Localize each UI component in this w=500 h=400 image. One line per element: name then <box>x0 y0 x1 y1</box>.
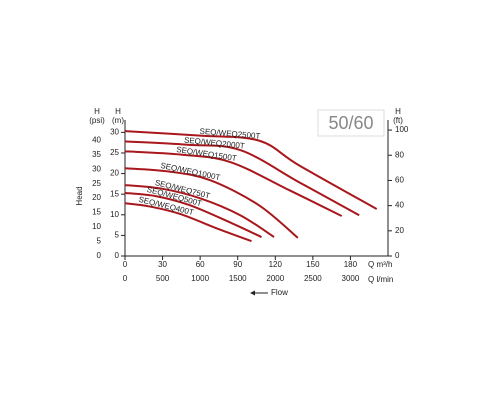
y2-tick-label: 20 <box>395 226 404 235</box>
x-tick-label: 30 <box>158 260 167 269</box>
curve <box>124 202 252 243</box>
title-box <box>317 109 385 137</box>
y3-tick-label: 20 <box>92 193 101 202</box>
y3-tick-label: 25 <box>92 179 101 188</box>
x-tick-label: 150 <box>306 260 320 269</box>
x-tick-label: 180 <box>344 260 358 269</box>
x2-tick-label: 2500 <box>304 274 322 283</box>
x-tick-label: 90 <box>233 260 242 269</box>
y-tick-label: 0 <box>115 251 120 260</box>
y3-tick-label: 30 <box>92 164 101 173</box>
y-tick-label: 20 <box>110 169 119 178</box>
y-tick-label: 30 <box>110 127 119 136</box>
y2-header: H <box>395 107 401 116</box>
y3-tick-label: 10 <box>92 222 101 231</box>
x-tick-label: 60 <box>196 260 205 269</box>
chart-title: 50/60 <box>328 113 373 133</box>
y3-unit: (psi) <box>89 116 105 125</box>
y3-tick-label: 40 <box>92 135 101 144</box>
x-tick-label: 120 <box>269 260 283 269</box>
y3-tick-label: 15 <box>92 208 101 217</box>
x-label: Flow <box>271 288 288 297</box>
y3-tick-label: 35 <box>92 150 101 159</box>
y2-tick-label: 80 <box>395 150 404 159</box>
y-unit: (m) <box>112 116 124 125</box>
y-tick-label: 5 <box>115 231 120 240</box>
curve <box>124 130 378 210</box>
x-label-arrowhead <box>250 290 255 296</box>
y3-tick-label: 0 <box>97 251 102 260</box>
curve-label: SEQ/WEQ1000T <box>160 161 222 182</box>
x2-tick-label: 2000 <box>266 274 284 283</box>
y-tick-label: 15 <box>110 189 119 198</box>
y2-tick-label: 40 <box>395 201 404 210</box>
y-tick-label: 10 <box>110 210 119 219</box>
x2-tick-label: 1500 <box>229 274 247 283</box>
x2-tick-label: 1000 <box>191 274 209 283</box>
curve <box>124 167 299 239</box>
y3-tick-label: 5 <box>97 237 102 246</box>
y2-unit: (ft) <box>393 116 403 125</box>
curve <box>124 140 360 217</box>
curve <box>124 150 343 217</box>
y2-tick-label: 100 <box>395 125 409 134</box>
y-header: H <box>115 107 121 116</box>
y-label: Head <box>75 186 84 205</box>
x2-tick-label: 500 <box>156 274 170 283</box>
x-unit: Q m³/h <box>368 260 392 269</box>
curve <box>124 191 262 238</box>
y-tick-label: 25 <box>110 148 119 157</box>
x2-tick-label: 0 <box>123 274 128 283</box>
x2-tick-label: 3000 <box>342 274 360 283</box>
x2-unit: Q l/min <box>368 275 393 284</box>
y3-header: H <box>94 107 100 116</box>
curve <box>124 184 275 238</box>
x-tick-label: 0 <box>123 260 128 269</box>
y2-tick-label: 60 <box>395 176 404 185</box>
y2-tick-label: 0 <box>395 251 400 260</box>
